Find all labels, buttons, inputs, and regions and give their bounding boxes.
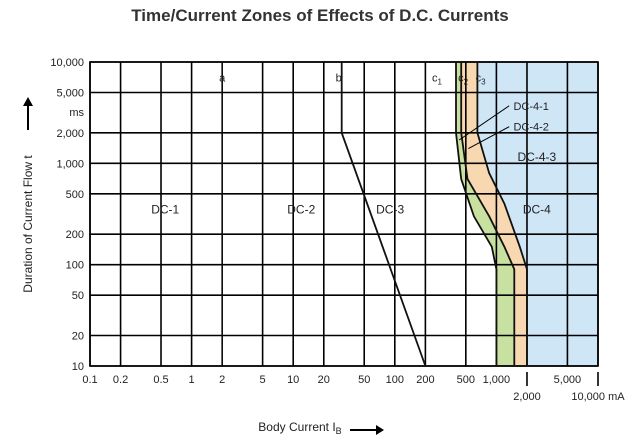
y-tick-label: 500: [66, 189, 84, 201]
callout-label: DC-4-1: [513, 101, 548, 113]
y-tick-label: 2,000: [56, 128, 84, 140]
x-axis-label-subscript: B: [336, 426, 342, 436]
x-tick-label: 5: [260, 374, 266, 386]
curve-label-subscript: 2: [464, 78, 469, 87]
curve-label: a: [219, 73, 226, 85]
y-tick-label: 1,000: [56, 158, 84, 170]
x-tick-label: 0.5: [153, 374, 168, 386]
x-tick-label: 2,000: [513, 391, 541, 403]
zone-dc4-1-fill: [456, 62, 515, 366]
y-axis-arrow-head: [23, 97, 33, 106]
x-tick-label: 0.2: [113, 374, 128, 386]
x-tick-label: 0.1: [82, 374, 97, 386]
x-tick-label: 1,000: [483, 374, 511, 386]
curve-label-subscript: 1: [437, 78, 442, 87]
curve-label-subscript: 3: [481, 78, 486, 87]
zone-label: DC-2: [287, 203, 315, 217]
y-tick-label: 10,000: [50, 57, 84, 69]
y-tick-label: 5,000: [56, 88, 84, 100]
y-tick-label: 10: [72, 361, 84, 373]
y-axis-label: Duration of Current Flow t: [21, 155, 35, 293]
curve-label: c1: [432, 73, 443, 87]
callout-leader: [468, 126, 510, 149]
x-tick-label: 10,000 mA: [571, 391, 625, 403]
zone-label: DC-3: [376, 203, 404, 217]
callout-label: DC-4-2: [513, 122, 548, 134]
x-axis-arrow-head: [376, 425, 384, 435]
zone-dc4-2-fill: [461, 62, 527, 366]
x-tick-label: 1: [189, 374, 195, 386]
curve-c3: [476, 62, 528, 366]
y-tick-label: 200: [66, 229, 84, 241]
x-axis-label: Body Current IB: [258, 420, 341, 436]
zone-label: DC-4: [523, 203, 551, 217]
x-tick-label: 5,000: [554, 374, 582, 386]
curve-c2: [460, 62, 516, 366]
x-tick-label: 2: [219, 374, 225, 386]
x-tick-label: 10: [287, 374, 299, 386]
x-tick-label: 500: [457, 374, 475, 386]
x-tick-label: 100: [386, 374, 404, 386]
y-tick-label: 50: [72, 290, 84, 302]
y-tick-label: 20: [72, 330, 84, 342]
x-tick-label: 50: [358, 374, 370, 386]
curve-b: [340, 62, 427, 367]
zone-label: DC-1: [151, 203, 179, 217]
y-tick-label: 100: [66, 260, 84, 272]
x-tick-label: 20: [318, 374, 330, 386]
chart-title: Time/Current Zones of Effects of D.C. Cu…: [131, 6, 509, 25]
callout-leader: [458, 105, 510, 141]
y-unit-label: ms: [69, 107, 84, 119]
zone-label: DC-4-3: [517, 150, 556, 164]
curve-label: b: [336, 73, 342, 85]
curve-label: c2: [458, 73, 469, 87]
plot-frame: [89, 61, 599, 367]
curve-c1: [455, 62, 498, 366]
curve-label: c3: [476, 73, 487, 87]
x-tick-label: 200: [416, 374, 434, 386]
